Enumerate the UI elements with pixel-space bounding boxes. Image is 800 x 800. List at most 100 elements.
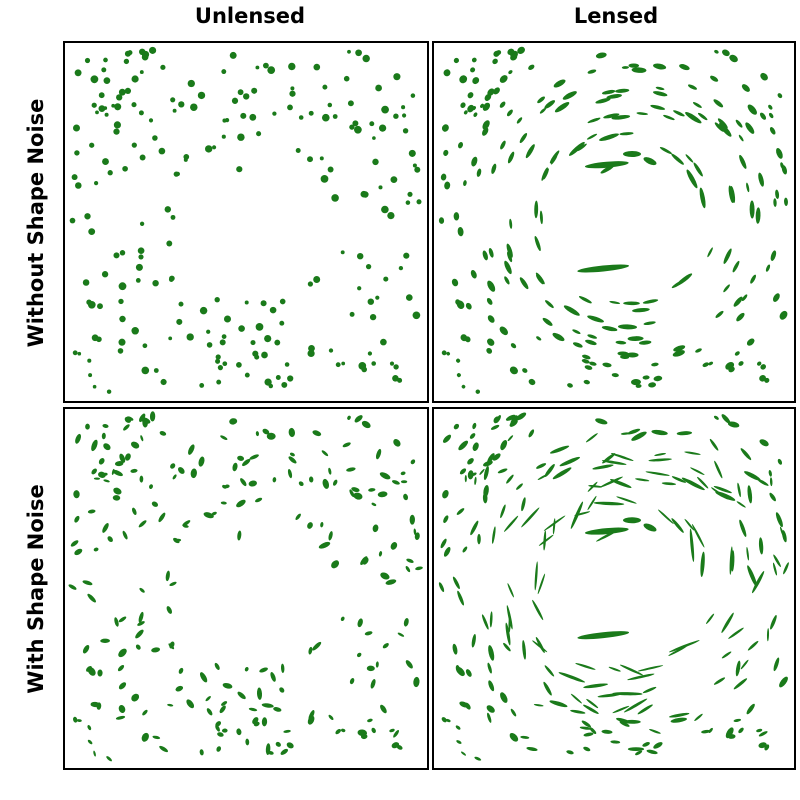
galaxy — [583, 379, 590, 385]
galaxy — [215, 358, 221, 364]
galaxy — [139, 221, 145, 226]
galaxy — [602, 89, 616, 95]
galaxy — [611, 114, 631, 120]
galaxy — [400, 480, 408, 484]
galaxy — [135, 644, 141, 650]
galaxy — [413, 676, 420, 688]
galaxy — [410, 93, 416, 98]
galaxy — [758, 742, 767, 749]
galaxy — [415, 566, 423, 571]
galaxy — [216, 746, 222, 752]
galaxy — [141, 732, 149, 742]
galaxy — [567, 383, 573, 388]
galaxy — [595, 98, 611, 104]
galaxy — [553, 79, 566, 88]
galaxy — [534, 561, 538, 591]
galaxy — [275, 375, 281, 380]
galaxy — [627, 747, 645, 752]
galaxy — [378, 551, 383, 557]
galaxy — [222, 484, 227, 489]
galaxy — [442, 434, 452, 443]
galaxy — [375, 295, 380, 300]
galaxy — [104, 112, 109, 117]
galaxy — [714, 460, 723, 479]
galaxy — [74, 548, 83, 556]
galaxy — [566, 750, 574, 755]
galaxy — [356, 652, 362, 658]
galaxy — [521, 497, 526, 512]
galaxy — [255, 431, 259, 437]
galaxy — [757, 478, 769, 486]
galaxy — [380, 704, 387, 714]
galaxy — [393, 73, 401, 81]
galaxy — [627, 428, 641, 435]
galaxy — [474, 476, 477, 485]
galaxy — [487, 315, 495, 323]
galaxy — [176, 318, 183, 325]
galaxy — [490, 424, 500, 430]
galaxy — [288, 456, 297, 464]
galaxy — [138, 611, 144, 623]
galaxy — [178, 301, 184, 307]
galaxy — [695, 348, 702, 353]
galaxy — [119, 453, 126, 463]
galaxy — [516, 483, 523, 490]
galaxy — [402, 113, 407, 118]
galaxy — [152, 735, 161, 740]
galaxy — [686, 169, 698, 189]
galaxy — [746, 703, 755, 715]
galaxy — [519, 277, 529, 290]
galaxy — [118, 88, 126, 96]
galaxy — [765, 264, 771, 272]
galaxy — [610, 479, 632, 488]
galaxy — [91, 334, 99, 342]
galaxy — [455, 725, 461, 730]
galaxy — [491, 526, 496, 544]
galaxy — [617, 324, 638, 330]
galaxy — [175, 685, 184, 692]
lensed-arc — [623, 151, 641, 157]
galaxy — [597, 693, 622, 698]
galaxy — [236, 166, 243, 173]
galaxy — [757, 361, 762, 366]
galaxy — [582, 354, 591, 360]
galaxy — [111, 103, 116, 108]
galaxy — [166, 606, 173, 614]
galaxy — [357, 618, 363, 628]
galaxy — [552, 518, 556, 535]
galaxy — [722, 49, 730, 57]
galaxy — [240, 478, 247, 487]
galaxy — [167, 703, 174, 707]
galaxy — [587, 315, 604, 323]
galaxy — [396, 745, 403, 750]
galaxy — [637, 665, 664, 672]
galaxy — [455, 299, 461, 306]
galaxy — [89, 142, 95, 148]
galaxy — [168, 336, 173, 341]
galaxy — [405, 660, 413, 669]
galaxy — [131, 693, 140, 702]
galaxy — [295, 148, 301, 153]
galaxy — [615, 340, 627, 345]
galaxy — [232, 462, 238, 472]
galaxy — [77, 351, 82, 356]
galaxy — [137, 247, 145, 255]
galaxy — [320, 522, 324, 528]
galaxy — [307, 349, 315, 358]
galaxy — [229, 51, 237, 59]
galaxy — [768, 469, 772, 477]
galaxy — [533, 703, 544, 707]
galaxy — [178, 667, 184, 674]
galaxy — [321, 113, 330, 122]
galaxy — [215, 354, 221, 360]
galaxy — [141, 366, 150, 375]
galaxy — [507, 583, 514, 598]
galaxy — [371, 361, 377, 366]
galaxy — [131, 75, 139, 83]
galaxy — [73, 490, 80, 499]
galaxy — [544, 665, 555, 677]
galaxy — [312, 430, 322, 437]
galaxy — [187, 79, 195, 88]
galaxy — [256, 131, 262, 137]
galaxy — [103, 479, 110, 483]
